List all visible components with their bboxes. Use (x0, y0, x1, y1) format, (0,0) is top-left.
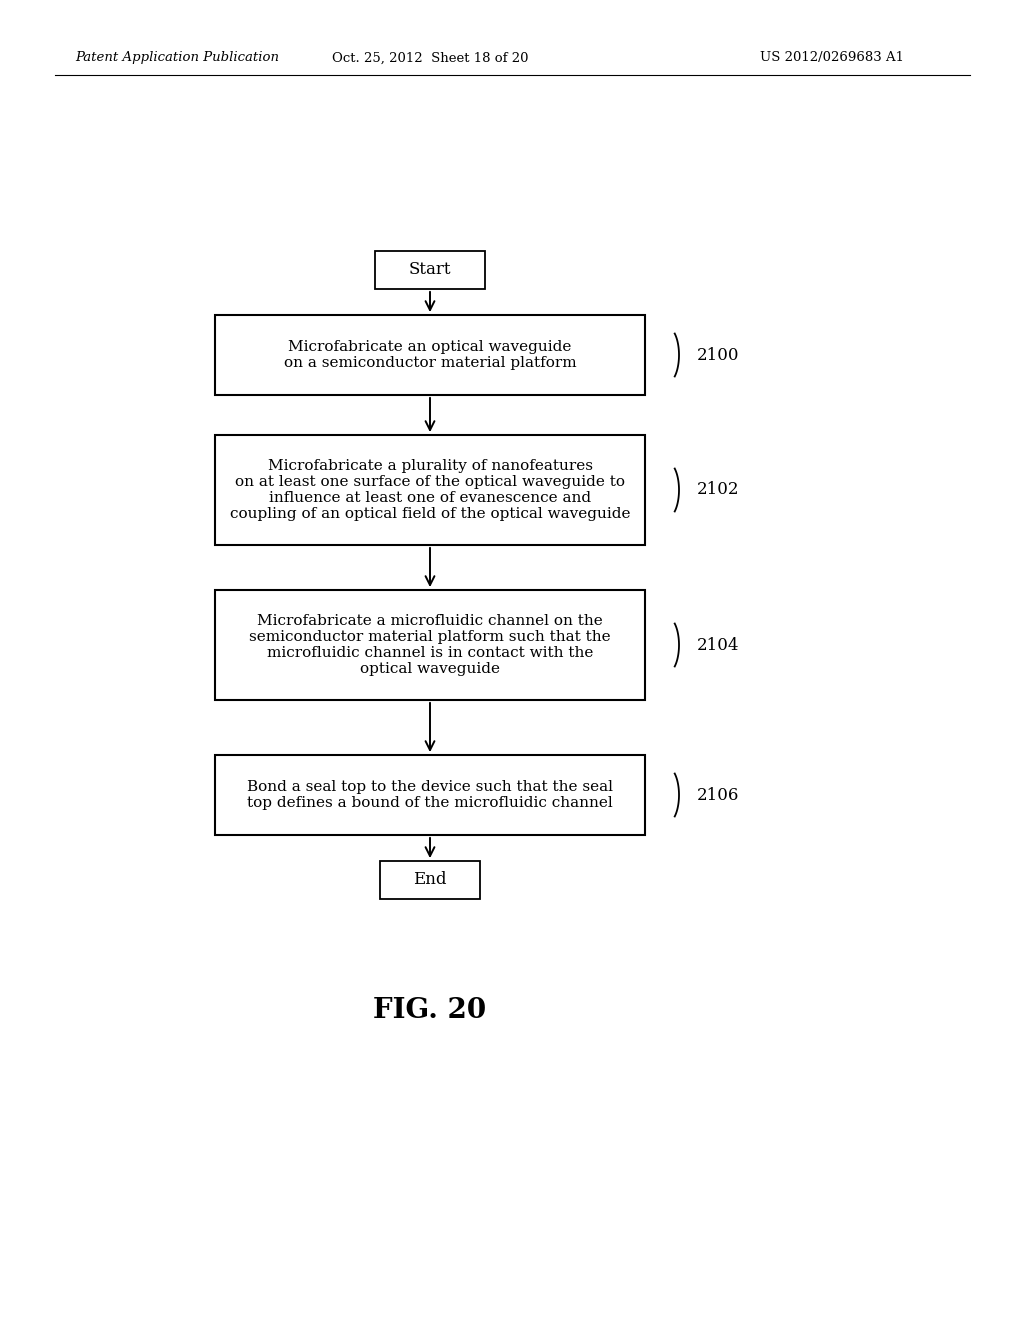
Bar (215, 315, 645, 395)
Text: 2104: 2104 (697, 636, 739, 653)
Text: Microfabricate a plurality of nanofeatures
on at least one surface of the optica: Microfabricate a plurality of nanofeatur… (229, 459, 630, 521)
Bar (215, 755, 645, 836)
Bar (215, 590, 645, 700)
Text: Patent Application Publication: Patent Application Publication (75, 51, 279, 65)
Text: 2100: 2100 (697, 346, 739, 363)
FancyBboxPatch shape (380, 861, 480, 899)
Text: End: End (414, 871, 446, 888)
Text: Microfabricate a microfluidic channel on the
semiconductor material platform suc: Microfabricate a microfluidic channel on… (249, 614, 610, 676)
Text: Bond a seal top to the device such that the seal
top defines a bound of the micr: Bond a seal top to the device such that … (247, 780, 613, 810)
Text: US 2012/0269683 A1: US 2012/0269683 A1 (760, 51, 904, 65)
Text: Start: Start (409, 261, 452, 279)
Bar (215, 436, 645, 545)
Text: FIG. 20: FIG. 20 (374, 997, 486, 1023)
Text: 2102: 2102 (697, 482, 739, 499)
Text: Oct. 25, 2012  Sheet 18 of 20: Oct. 25, 2012 Sheet 18 of 20 (332, 51, 528, 65)
Text: Microfabricate an optical waveguide
on a semiconductor material platform: Microfabricate an optical waveguide on a… (284, 339, 577, 370)
FancyBboxPatch shape (375, 251, 485, 289)
Text: 2106: 2106 (697, 787, 739, 804)
